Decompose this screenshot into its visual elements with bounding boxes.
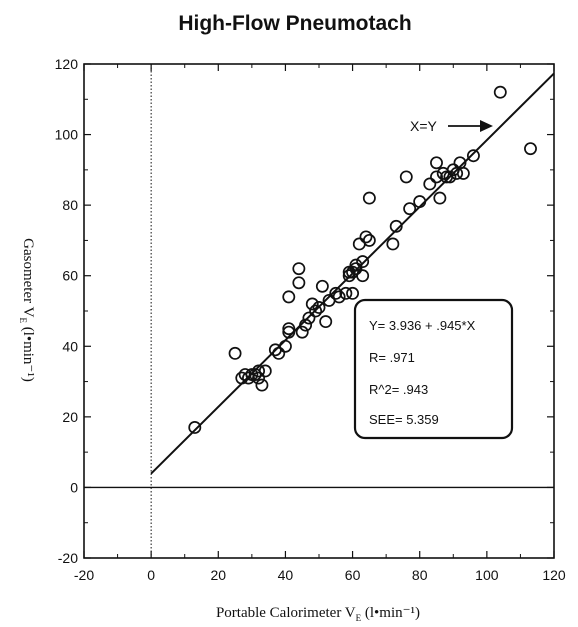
data-point (386, 237, 400, 251)
data-point (362, 233, 376, 247)
data-point (319, 315, 333, 329)
data-point (295, 325, 309, 339)
data-point (339, 286, 353, 300)
data-point (252, 371, 266, 385)
data-point (356, 255, 370, 269)
data-point (305, 297, 319, 311)
data-point (346, 286, 360, 300)
data-point (312, 301, 326, 314)
data-point (466, 149, 480, 163)
x-tick-label: 40 (278, 567, 294, 583)
data-point (272, 346, 286, 360)
data-point (255, 378, 269, 392)
data-point (423, 177, 437, 191)
y-tick-label: 100 (55, 127, 79, 143)
y-axis-label: Gasometer VE (l•min⁻¹) (18, 238, 36, 382)
data-point (228, 346, 242, 360)
data-point (282, 290, 296, 304)
x-tick-label: 60 (345, 567, 361, 583)
data-point (362, 191, 376, 205)
data-point (389, 219, 403, 233)
data-point (258, 364, 272, 378)
stats-box-border (353, 298, 514, 440)
data-point (302, 311, 316, 325)
data-point (299, 318, 313, 332)
data-point (359, 230, 373, 244)
data-point (356, 269, 370, 283)
y-tick-label: 0 (70, 479, 78, 495)
data-point (252, 364, 266, 378)
data-point (315, 279, 329, 293)
data-point (430, 156, 443, 170)
y-tick-label: 60 (62, 268, 78, 284)
y-tick-label: 20 (62, 409, 78, 425)
x-tick-label: -20 (74, 567, 94, 583)
data-point (413, 195, 427, 209)
data-point (282, 322, 296, 336)
data-points (188, 85, 537, 434)
identity-annotation: X=Y (410, 118, 493, 134)
y-tick-label: 40 (62, 338, 78, 354)
data-point (342, 265, 356, 279)
data-point (433, 191, 447, 205)
data-point (329, 286, 343, 300)
data-point (443, 170, 457, 184)
x-tick-label: 100 (475, 567, 499, 583)
stats-r: R= .971 (369, 350, 415, 365)
data-point (403, 202, 417, 216)
axis-ticks (83, 63, 555, 559)
data-point (278, 339, 292, 353)
data-point (493, 85, 507, 99)
data-point (456, 166, 470, 180)
y-tick-label: -20 (58, 550, 78, 566)
data-point (524, 142, 537, 156)
x-tick-label: 120 (542, 567, 566, 583)
x-axis-label: Portable Calorimeter VE (l•min⁻¹) (216, 605, 420, 623)
x-tick-label: 0 (147, 567, 155, 583)
data-point (282, 325, 296, 339)
data-point (242, 371, 255, 385)
data-point (292, 276, 306, 290)
y-tick-labels: -20 0 20 40 60 80 100 120 (55, 56, 79, 566)
data-point (188, 420, 202, 434)
y-tick-label: 120 (55, 56, 79, 72)
stats-r-squared: R^2= .943 (369, 382, 428, 397)
stats-see: SEE= 5.359 (369, 412, 439, 427)
data-point (292, 262, 306, 276)
y-tick-label: 80 (62, 197, 78, 213)
data-point (342, 269, 356, 283)
x-tick-labels: -20 0 20 40 60 80 100 120 (74, 567, 566, 583)
identity-arrow-head (480, 120, 493, 132)
chart-title: High-Flow Pneumotach (178, 12, 411, 35)
x-tick-label: 80 (412, 567, 428, 583)
data-point (430, 170, 443, 184)
data-point (245, 368, 259, 381)
zero-lines (84, 64, 554, 558)
data-point (332, 290, 346, 304)
x-tick-label: 20 (210, 567, 226, 583)
stats-box: Y= 3.936 + .945*X R= .971 R^2= .943 SEE=… (353, 298, 514, 440)
data-point (309, 304, 323, 318)
data-point (238, 368, 252, 381)
data-point (399, 170, 413, 184)
identity-annotation-label: X=Y (410, 118, 438, 134)
stats-equation: Y= 3.936 + .945*X (369, 318, 476, 333)
data-point (349, 258, 363, 272)
data-point (349, 262, 363, 276)
